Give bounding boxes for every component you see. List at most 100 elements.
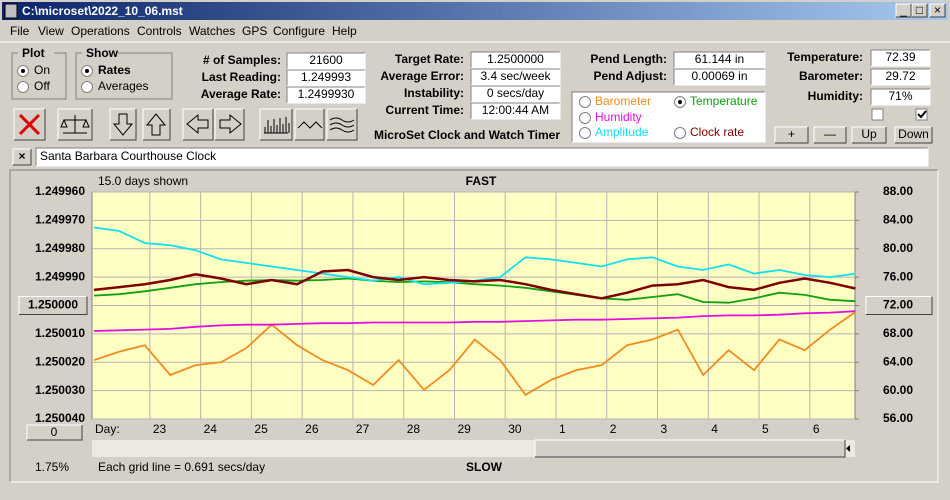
scroll-thumb[interactable] <box>535 440 845 457</box>
radio-button[interactable] <box>17 81 29 93</box>
button-edge <box>865 296 932 315</box>
field-label: Instability: <box>404 86 464 100</box>
button-label: — <box>824 127 836 141</box>
field-label: Barometer: <box>799 69 863 83</box>
field-edge <box>471 52 561 69</box>
button-edge <box>894 126 932 143</box>
icon-scale <box>60 115 90 134</box>
icon-down <box>112 113 134 136</box>
checkbox[interactable] <box>915 108 928 121</box>
field-box <box>871 50 930 66</box>
center-button-right[interactable] <box>866 296 932 315</box>
days-shown: 15.0 days shown <box>98 174 188 188</box>
field-label: Current Time: <box>386 103 464 117</box>
menu-item[interactable]: Configure <box>273 24 325 38</box>
field-label: Pend Length: <box>590 52 667 66</box>
toolbar-button[interactable] <box>260 109 292 140</box>
window-button[interactable] <box>930 4 945 17</box>
field-edge <box>471 103 561 120</box>
radio-button[interactable] <box>81 81 93 93</box>
field-label: Pend Adjust: <box>593 69 667 83</box>
radio-label: Off <box>34 79 50 93</box>
button-edge <box>814 127 847 144</box>
control-button[interactable] <box>814 127 846 143</box>
button-edge <box>534 439 845 457</box>
field-value: 29.72 <box>885 69 915 83</box>
button-edge <box>326 108 357 140</box>
legend-entry: Temperature <box>690 94 758 108</box>
button-edge <box>911 3 927 17</box>
radio-button[interactable] <box>579 127 591 139</box>
y2-tick-label: 72.00 <box>883 298 913 312</box>
menu-item[interactable]: Operations <box>71 24 130 38</box>
menu-item[interactable]: Watches <box>189 24 235 38</box>
menu-item[interactable]: File <box>10 24 30 38</box>
x-tick-label: 4 <box>711 422 718 436</box>
offset-button[interactable] <box>27 425 82 440</box>
button-edge <box>26 424 82 440</box>
y-tick-label: 1.249960 <box>35 184 85 198</box>
field-edge <box>870 68 930 85</box>
menu-item[interactable]: View <box>38 24 64 38</box>
app-icon <box>4 3 18 19</box>
field-value: 0.00069 in <box>691 69 747 83</box>
icon-bars <box>264 117 290 134</box>
button-edge <box>142 108 170 140</box>
field-edge <box>470 68 560 85</box>
legend-entry: Amplitude <box>595 125 649 139</box>
checkbox[interactable] <box>871 108 884 121</box>
menu-item[interactable]: Controls <box>137 24 182 38</box>
menu-item[interactable]: Help <box>332 24 357 38</box>
field-label: Temperature: <box>787 50 863 64</box>
window-title: C:\microset\2022_10_06.mst <box>22 4 183 18</box>
radio-button[interactable] <box>579 112 591 124</box>
control-button[interactable] <box>895 127 932 143</box>
y2-tick-label: 88.00 <box>883 184 913 198</box>
clear-button[interactable] <box>13 149 31 165</box>
button-edge <box>866 296 933 315</box>
button-edge <box>912 4 928 18</box>
button-label: Down <box>898 127 929 141</box>
button-edge <box>215 109 245 141</box>
radio-button[interactable] <box>579 96 591 108</box>
x-tick-label: 2 <box>610 422 617 436</box>
field-value: 21600 <box>309 53 343 67</box>
field-value: 72.39 <box>885 50 915 64</box>
y2-tick-label: 84.00 <box>883 213 913 227</box>
group-label: Plot <box>22 46 45 60</box>
field-box <box>471 86 560 102</box>
control-button[interactable] <box>775 127 808 143</box>
menu-item[interactable]: GPS <box>242 24 267 38</box>
radio-dot <box>21 69 25 73</box>
window-button[interactable] <box>896 4 911 17</box>
clock-name-box <box>36 148 928 166</box>
x-tick-label: 25 <box>254 422 268 436</box>
toolbar-button[interactable] <box>295 109 324 140</box>
control-button[interactable] <box>852 127 886 143</box>
field-value: 61.144 in <box>695 52 744 66</box>
y-tick-label: 1.249970 <box>35 213 85 227</box>
field-box <box>674 69 765 85</box>
button-edge <box>183 109 214 141</box>
button-edge <box>295 109 325 141</box>
y2-tick-label: 76.00 <box>883 269 913 283</box>
button-edge <box>775 127 809 144</box>
legend-box <box>572 92 765 142</box>
window-button-glyph: × <box>934 3 941 17</box>
radio-button[interactable] <box>674 127 686 139</box>
button-edge <box>774 126 808 143</box>
field-edge <box>286 52 365 69</box>
icon-right <box>219 113 242 135</box>
button-edge <box>110 109 137 141</box>
button-edge <box>259 108 292 140</box>
field-edge <box>287 70 366 87</box>
y-tick-label: 1.250040 <box>35 411 85 425</box>
app-title: MicroSet Clock and Watch Timer <box>374 128 560 142</box>
center-button[interactable] <box>19 296 87 315</box>
field-label: # of Samples: <box>203 53 281 67</box>
x-tick-label: 30 <box>508 422 522 436</box>
y-tick-label: 1.250010 <box>35 326 85 340</box>
window-button[interactable] <box>912 4 927 17</box>
field-box <box>287 70 365 86</box>
x-tick-label: 27 <box>356 422 370 436</box>
